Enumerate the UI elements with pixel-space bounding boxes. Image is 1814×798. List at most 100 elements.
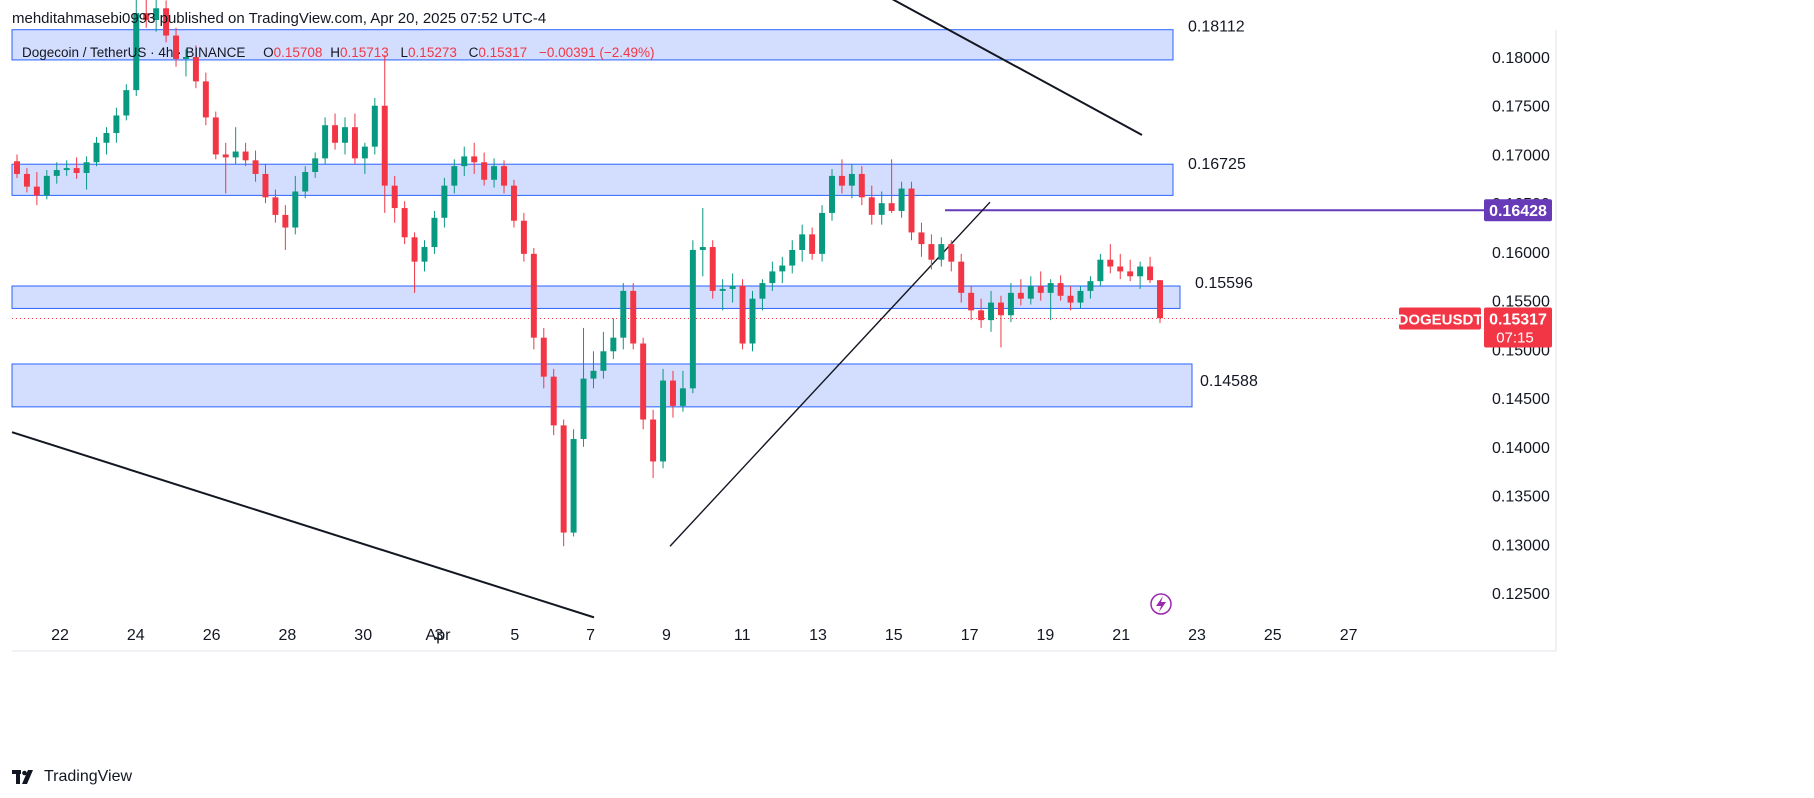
candle bbox=[332, 113, 339, 150]
candle bbox=[262, 164, 269, 204]
candle-body bbox=[918, 232, 925, 245]
candle bbox=[1087, 276, 1094, 299]
candle-body bbox=[421, 247, 428, 262]
candle-body bbox=[1147, 266, 1154, 281]
candle-body bbox=[153, 8, 160, 20]
candle-body bbox=[679, 388, 686, 406]
candle-body bbox=[848, 173, 855, 186]
candle bbox=[14, 154, 20, 178]
candle bbox=[918, 222, 925, 257]
candle-body bbox=[401, 208, 408, 238]
candle bbox=[510, 179, 517, 228]
time-tick-label: 22 bbox=[51, 627, 69, 644]
candle bbox=[43, 170, 50, 200]
candle bbox=[809, 227, 816, 260]
candle bbox=[182, 49, 189, 77]
candle bbox=[968, 286, 975, 321]
time-tick-label: 25 bbox=[1264, 627, 1282, 644]
candle-body bbox=[829, 175, 835, 213]
candle-body bbox=[789, 249, 796, 266]
candle-body bbox=[431, 217, 438, 248]
candle-body bbox=[441, 185, 448, 218]
symbol-price-badge-text: DOGEUSDT bbox=[1397, 311, 1482, 328]
candle bbox=[1047, 279, 1054, 321]
candle bbox=[411, 232, 418, 293]
candle bbox=[361, 142, 368, 174]
symbol-title[interactable]: Dogecoin / TetherUS · 4h · BINANCE bbox=[22, 45, 246, 60]
candle-body bbox=[232, 151, 239, 158]
candle-body bbox=[83, 162, 90, 173]
candle-body bbox=[1097, 259, 1104, 282]
tradingview-brand: TradingView bbox=[44, 768, 133, 785]
candle bbox=[948, 240, 955, 272]
candle-body bbox=[620, 290, 627, 338]
trendline-lower-descending[interactable] bbox=[11, 431, 595, 619]
candle bbox=[858, 166, 865, 206]
candle bbox=[252, 150, 259, 182]
candle bbox=[491, 158, 498, 188]
time-tick-label: 3 bbox=[435, 627, 444, 644]
level-price-badge[interactable] bbox=[1484, 199, 1552, 222]
candle bbox=[451, 159, 458, 194]
candle-body bbox=[888, 203, 895, 211]
last-price-badge[interactable] bbox=[1484, 307, 1552, 348]
price-tick-label: 0.12500 bbox=[1492, 586, 1550, 603]
candle-body bbox=[73, 168, 80, 173]
candle bbox=[580, 327, 587, 447]
candle bbox=[1147, 256, 1154, 284]
candle-body bbox=[1127, 271, 1134, 277]
candle-body bbox=[272, 197, 279, 215]
time-tick-label: 17 bbox=[961, 627, 979, 644]
high-value: 0.15713 bbox=[339, 45, 389, 60]
time-tick-label: 11 bbox=[734, 627, 751, 644]
candle bbox=[53, 162, 60, 184]
candle-body bbox=[501, 166, 507, 186]
candle bbox=[461, 146, 468, 176]
candle bbox=[550, 368, 557, 436]
candle-body bbox=[988, 302, 995, 321]
time-tick-label: 23 bbox=[1188, 627, 1206, 644]
candle bbox=[848, 164, 855, 199]
candle-body bbox=[709, 247, 716, 291]
candle-body bbox=[361, 146, 368, 159]
trendline-upper-descending[interactable] bbox=[850, 0, 1143, 136]
symbol-price-badge[interactable] bbox=[1399, 307, 1481, 330]
candle-body bbox=[103, 133, 110, 143]
candle-body bbox=[958, 261, 965, 293]
candle bbox=[590, 351, 597, 389]
candle-body bbox=[1047, 283, 1054, 293]
candle-body bbox=[292, 191, 299, 228]
candle-body bbox=[262, 173, 269, 198]
tradingview-logo[interactable]: TradingView bbox=[12, 768, 132, 786]
candle bbox=[421, 240, 428, 272]
candle-body bbox=[182, 57, 189, 59]
candle-body bbox=[1057, 283, 1064, 296]
lightning-icon[interactable] bbox=[1150, 593, 1172, 615]
candle-body bbox=[192, 57, 199, 82]
candle-body bbox=[491, 166, 498, 180]
trendline-ascending[interactable] bbox=[669, 201, 991, 547]
time-tick-label: 28 bbox=[279, 627, 297, 644]
time-tick-label: 7 bbox=[586, 627, 595, 644]
price-axis[interactable]: 0.180000.175000.170000.165000.160000.155… bbox=[1397, 50, 1552, 603]
candle bbox=[232, 127, 239, 165]
candle bbox=[1137, 261, 1144, 289]
candle bbox=[202, 72, 209, 126]
candle bbox=[739, 279, 746, 350]
candle-body bbox=[63, 168, 70, 171]
candle bbox=[1097, 253, 1104, 287]
candle-body bbox=[530, 253, 537, 338]
candle bbox=[719, 279, 726, 311]
candle bbox=[699, 208, 706, 277]
candle bbox=[322, 117, 329, 165]
candle-body bbox=[550, 376, 557, 426]
candle bbox=[312, 152, 319, 178]
candle bbox=[640, 337, 647, 430]
candle-body bbox=[461, 156, 468, 167]
candle-layer bbox=[14, 0, 1163, 547]
zone-layer: 0.18112 0.16725 0.15596 0.14588 bbox=[11, 19, 1258, 408]
candle-body bbox=[1137, 266, 1144, 277]
candle-body bbox=[1067, 295, 1074, 303]
